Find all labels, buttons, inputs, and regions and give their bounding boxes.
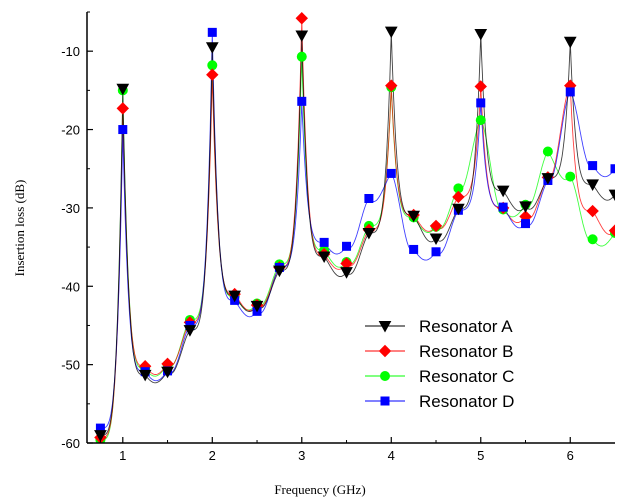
data-point xyxy=(541,173,555,185)
x-tick-label: 1 xyxy=(119,448,126,463)
data-point xyxy=(565,171,576,182)
data-point xyxy=(161,366,174,379)
series-line xyxy=(100,31,615,436)
data-point xyxy=(586,204,599,218)
data-point xyxy=(608,189,615,202)
x-tick-label: 4 xyxy=(388,448,395,463)
data-point xyxy=(228,290,242,303)
legend-label: Resonator A xyxy=(419,317,513,336)
data-point xyxy=(431,247,441,257)
data-point xyxy=(138,369,152,382)
data-point xyxy=(610,164,615,174)
series-line xyxy=(100,18,615,438)
legend-marker xyxy=(378,344,392,358)
y-tick-label: -20 xyxy=(61,123,80,138)
data-point xyxy=(409,244,419,254)
data-point xyxy=(588,161,598,171)
data-point xyxy=(94,430,107,442)
legend-marker xyxy=(378,321,392,333)
data-point xyxy=(452,190,465,204)
data-point xyxy=(118,125,128,135)
data-point xyxy=(296,51,307,62)
data-point xyxy=(474,28,488,41)
data-point xyxy=(429,219,443,233)
data-point xyxy=(342,241,352,251)
y-tick-label: -60 xyxy=(61,436,80,451)
data-point xyxy=(295,30,309,43)
data-point xyxy=(205,42,219,54)
data-point xyxy=(250,300,264,313)
data-point xyxy=(116,102,130,115)
data-point xyxy=(385,79,398,92)
x-tick-label: 2 xyxy=(209,448,216,463)
data-point xyxy=(297,96,307,106)
data-point xyxy=(586,179,599,191)
ticks: 1 2 3 4 5 6 -60 -50 -40 -30 -20 -10 xyxy=(61,11,574,463)
data-point xyxy=(183,325,197,337)
data-point xyxy=(565,87,575,97)
x-tick-label: 6 xyxy=(567,448,574,463)
data-point xyxy=(587,234,598,245)
data-point xyxy=(498,202,508,212)
data-point xyxy=(475,115,486,126)
x-tick-label: 5 xyxy=(477,448,484,463)
legend-label: Resonator C xyxy=(419,367,514,386)
data-point xyxy=(429,233,443,246)
data-point xyxy=(340,267,353,279)
axes xyxy=(86,12,615,444)
y-tick-label: -30 xyxy=(61,201,80,216)
legend-marker xyxy=(380,371,390,381)
data-point xyxy=(496,185,510,198)
x-axis-title: Frequency (GHz) xyxy=(274,482,365,497)
data-point xyxy=(116,83,130,96)
data-point xyxy=(273,265,286,278)
data-point xyxy=(519,201,532,213)
data-point xyxy=(386,168,396,178)
y-axis-title: Insertion loss (dB) xyxy=(12,180,27,277)
y-tick-label: -40 xyxy=(61,279,80,294)
data-point xyxy=(206,68,219,81)
y-tick-label: -50 xyxy=(61,358,80,373)
data-point xyxy=(474,80,487,93)
data-point xyxy=(362,227,376,240)
data-point xyxy=(207,60,218,71)
data-point xyxy=(317,251,331,264)
data-point xyxy=(407,210,420,223)
series-markers xyxy=(94,12,615,443)
data-point xyxy=(608,224,615,237)
legend-label: Resonator D xyxy=(419,392,514,411)
series-line xyxy=(100,56,615,441)
data-point xyxy=(384,26,398,39)
data-point xyxy=(452,203,465,216)
legend-marker xyxy=(380,396,390,406)
legend-label: Resonator B xyxy=(419,342,514,361)
data-point xyxy=(476,98,486,108)
data-point xyxy=(319,237,329,247)
series-curves xyxy=(100,18,615,441)
data-point xyxy=(542,146,553,157)
data-point xyxy=(364,194,374,204)
data-point xyxy=(563,36,577,49)
series-line xyxy=(100,32,615,429)
y-tick-label: -10 xyxy=(61,44,80,59)
data-point xyxy=(207,27,217,37)
data-point xyxy=(521,219,531,229)
data-point xyxy=(295,12,308,25)
legend: Resonator A Resonator B Resonator C Resonat… xyxy=(365,317,514,411)
x-tick-label: 3 xyxy=(298,448,305,463)
